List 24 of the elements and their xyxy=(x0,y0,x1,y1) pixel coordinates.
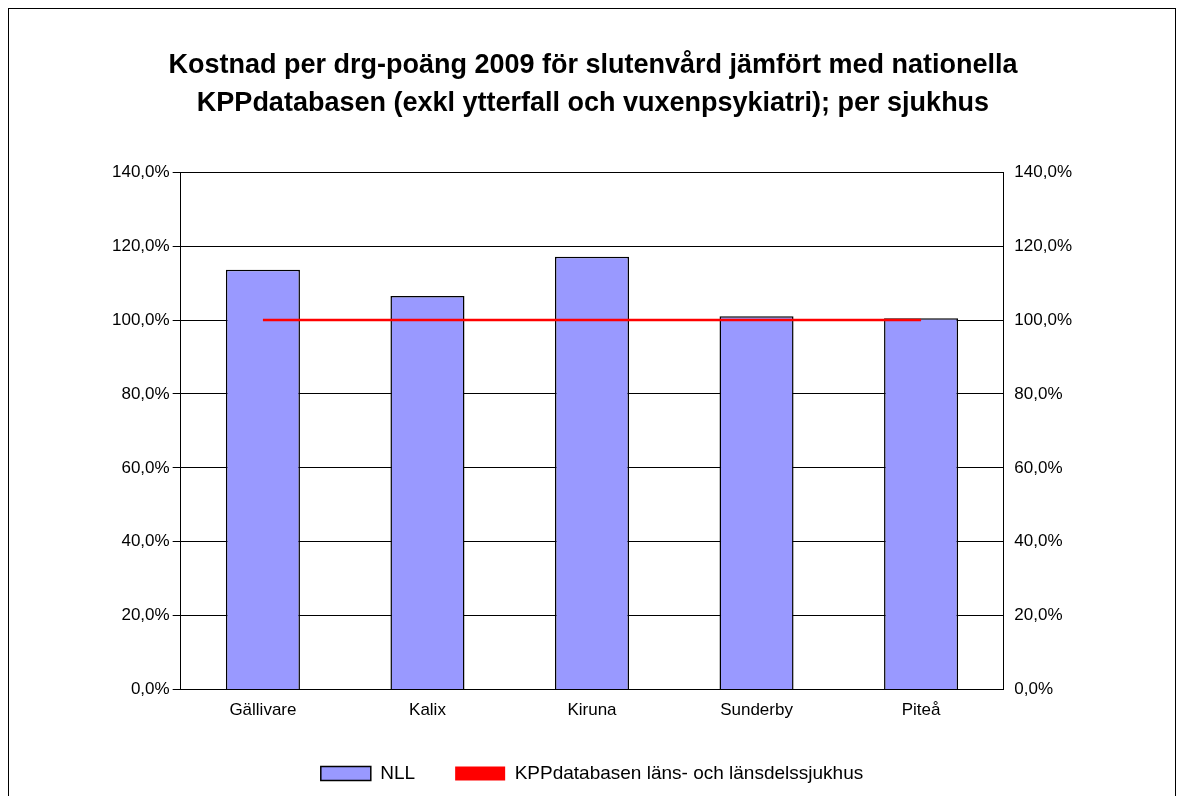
y-tick-label: 40,0% xyxy=(121,531,170,551)
y2-tick-label: 140,0% xyxy=(1014,161,1073,181)
y2-tick-label: 120,0% xyxy=(1014,235,1073,255)
y-tick-label: 0,0% xyxy=(130,679,170,699)
y-tick-label: 80,0% xyxy=(121,383,170,403)
chart-title: Kostnad per drg-poäng 2009 för slutenvård jämfört med nationella KPPdatabasen (exkl ytterfall och vuxenpsykiatri); per sjukhus xyxy=(167,48,1019,119)
x-tick-label: Sunderby xyxy=(720,700,794,720)
x-tick-label: Gällivare xyxy=(229,700,297,720)
y2-tick-label: 100,0% xyxy=(1014,309,1073,329)
y-tick-label: 120,0% xyxy=(111,235,170,255)
x-tick-label: Kalix xyxy=(409,700,447,720)
y-tick-label: 60,0% xyxy=(121,457,170,477)
y-tick-label: 100,0% xyxy=(111,309,170,329)
x-tick-label: Kiruna xyxy=(567,700,618,720)
legend-label: KPPdatabasen läns- och länsdelssjukhus xyxy=(514,761,864,783)
legend-label: NLL xyxy=(380,761,416,783)
y2-tick-label: 0,0% xyxy=(1014,679,1054,699)
y2-tick-label: 20,0% xyxy=(1014,605,1063,625)
y2-tick-label: 80,0% xyxy=(1014,383,1063,403)
y2-tick-label: 60,0% xyxy=(1014,457,1063,477)
x-tick-label: Piteå xyxy=(901,700,941,720)
y-tick-label: 140,0% xyxy=(111,161,170,181)
y-tick-label: 20,0% xyxy=(121,605,170,625)
y2-tick-label: 40,0% xyxy=(1014,531,1063,551)
